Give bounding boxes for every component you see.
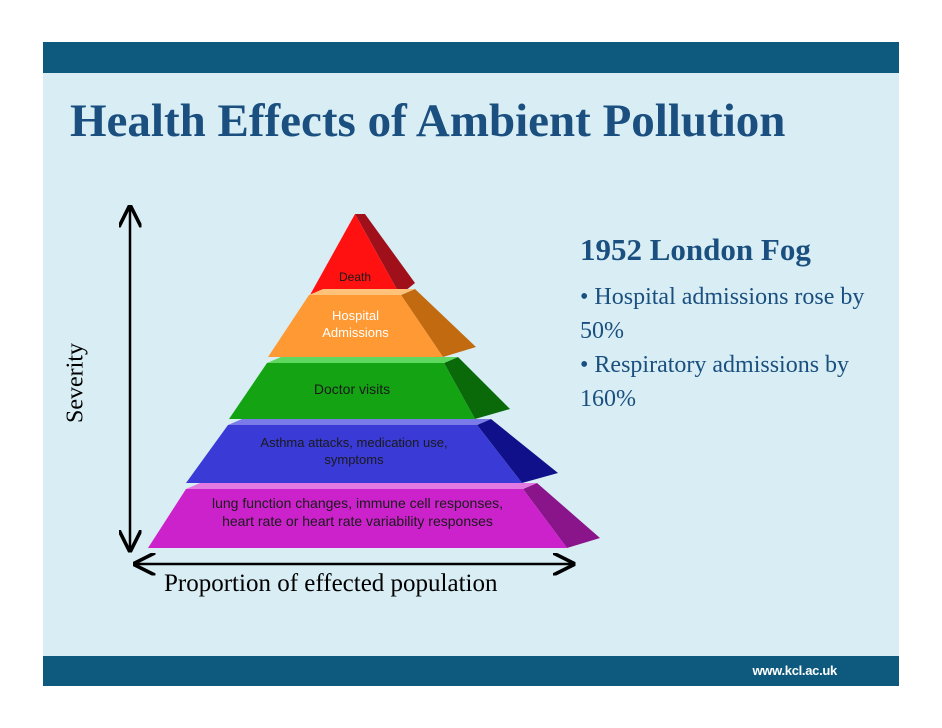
tier-label: lung function changes, immune cell respo… [212, 495, 503, 529]
tier-label-line: Doctor visits [314, 381, 390, 397]
footer-url: www.kcl.ac.uk [752, 663, 838, 678]
tier-side-face [355, 214, 415, 295]
tier-top-face [267, 357, 458, 363]
pyramid-tier: Asthma attacks, medication use, symptoms [186, 419, 558, 483]
london-fog-heading: 1952 London Fog [580, 232, 811, 267]
pyramid-tier: lung function changes, immune cell respo… [148, 483, 600, 548]
tier-front-face [268, 295, 443, 357]
tier-label-line: Hospital [332, 308, 379, 323]
severity-pyramid: Death Hospital Admissions Doctor visits Asth… [43, 42, 600, 656]
pyramid-tier: Doctor visits [229, 357, 510, 419]
pyramid-tier: Hospital Admissions [268, 289, 476, 357]
tier-label-line: lung function changes, immune cell respo… [212, 495, 503, 511]
tier-label-line: Death [339, 270, 371, 284]
tier-top-face [186, 483, 537, 489]
tier-front-face [229, 363, 475, 419]
tier-side-face [444, 357, 510, 419]
top-banner [43, 42, 899, 73]
bottom-banner: www.kcl.ac.uk [43, 656, 899, 686]
tier-label: Asthma attacks, medication use, symptoms [260, 435, 447, 467]
tier-label: Death [339, 270, 371, 284]
tier-label-line: symptoms [324, 452, 384, 467]
tier-side-face [523, 483, 600, 548]
london-fog-panel: 1952 London Fog • Hospital admissions ro… [580, 232, 880, 416]
tier-label: Hospital Admissions [322, 308, 389, 340]
tier-front-face [186, 425, 522, 483]
tier-top-face [228, 419, 491, 425]
tier-side-face [477, 419, 558, 483]
tier-label-line: heart rate or heart rate variability res… [222, 513, 493, 529]
tier-front-face [148, 489, 567, 548]
slide-title: Health Effects of Ambient Pollution [70, 95, 786, 147]
tier-label-line: Asthma attacks, medication use, [260, 435, 447, 450]
tier-label: Doctor visits [314, 381, 390, 397]
tier-label-line: Admissions [322, 325, 389, 340]
tier-top-face [309, 289, 415, 295]
pyramid-tier: Death [310, 214, 415, 295]
tier-front-face [310, 214, 400, 295]
x-axis-label: Proportion of effected population [164, 570, 498, 597]
pyramid-tiers: Death Hospital Admissions Doctor visits Asth… [148, 214, 600, 548]
fog-bullet-hospital: • Hospital admissions rose by 50% [580, 284, 865, 344]
slide: Health Effects of Ambient Pollution Deat… [43, 42, 899, 686]
tier-side-face [401, 289, 476, 357]
fog-bullet-respiratory: • Respiratory admissions by 160% [580, 352, 850, 412]
y-axis-label: Severity [62, 343, 89, 423]
